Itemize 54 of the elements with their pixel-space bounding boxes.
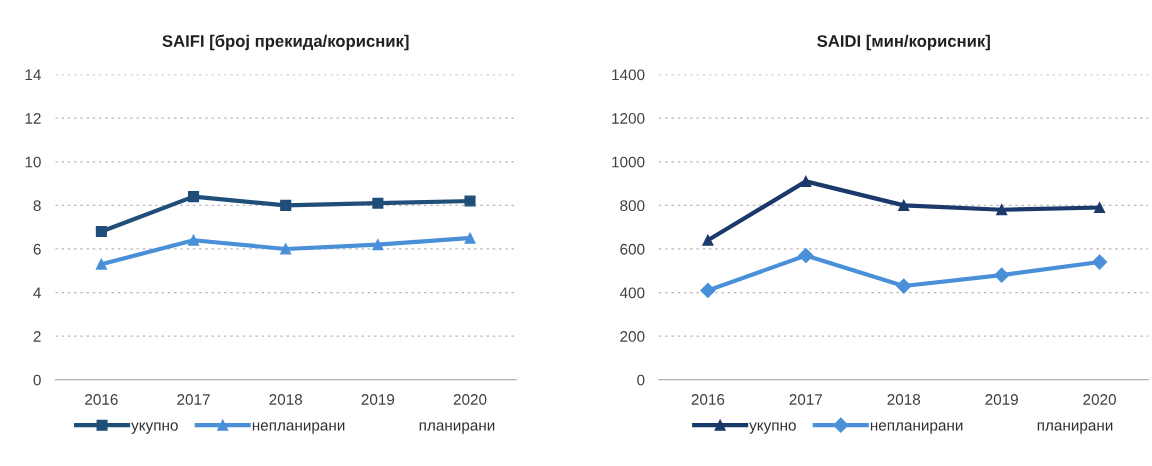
point <box>896 278 912 294</box>
point <box>702 234 714 246</box>
y-tick-label: 1200 <box>612 113 645 124</box>
point <box>464 232 476 244</box>
x-tick-label: 2018 <box>269 394 303 405</box>
y-tick-label: 1000 <box>612 156 645 168</box>
point <box>187 191 200 203</box>
chart-title: SAIDI [мин/корисник] <box>817 34 990 51</box>
y-tick-label: 0 <box>637 374 645 386</box>
x-tick-label: 2019 <box>985 394 1018 405</box>
point <box>798 247 814 264</box>
point <box>372 239 384 251</box>
x-tick-label: 2016 <box>691 394 725 405</box>
y-tick-label: 200 <box>620 331 645 342</box>
point <box>280 199 292 211</box>
y-tick-label: 8 <box>33 200 41 212</box>
x-tick-label: 2019 <box>361 394 395 405</box>
legend-label: непланирани <box>252 422 345 434</box>
point <box>280 243 292 255</box>
y-tick-label: 0 <box>33 374 41 386</box>
x-tick-label: 2017 <box>789 394 823 405</box>
point <box>800 175 812 187</box>
y-tick-label: 1400 <box>612 69 645 81</box>
y-tick-label: 12 <box>25 113 41 124</box>
y-tick-label: 600 <box>620 243 645 255</box>
y-tick-label: 10 <box>25 156 41 168</box>
point <box>464 195 476 207</box>
x-tick-label: 2016 <box>85 394 118 405</box>
x-tick-label: 2020 <box>1083 394 1116 405</box>
y-tick-label: 400 <box>619 287 645 299</box>
y-tick-label: 800 <box>620 200 645 212</box>
point <box>1094 201 1106 214</box>
point <box>372 197 384 209</box>
point <box>1092 254 1108 270</box>
point <box>95 225 107 238</box>
y-tick-label: 2 <box>33 331 41 342</box>
point <box>994 267 1010 283</box>
legend-label: укупно <box>131 422 178 434</box>
x-tick-label: 2020 <box>453 394 487 405</box>
y-tick-label: 14 <box>25 69 41 81</box>
x-tick-label: 2018 <box>887 394 921 405</box>
legend-label: укупно <box>749 422 796 434</box>
x-tick-label: 2017 <box>177 394 210 405</box>
y-tick-label: 4 <box>33 287 41 299</box>
legend-label: непланирани <box>870 422 963 434</box>
point <box>187 234 200 246</box>
chart-title: SAIFI [број прекида/корисник] <box>162 34 409 51</box>
point <box>700 282 716 298</box>
point <box>898 199 910 211</box>
point <box>996 204 1008 216</box>
text: планирани <box>1037 422 1113 434</box>
y-tick-label: 6 <box>33 243 41 255</box>
point <box>95 258 107 270</box>
text: планирани <box>419 422 495 434</box>
